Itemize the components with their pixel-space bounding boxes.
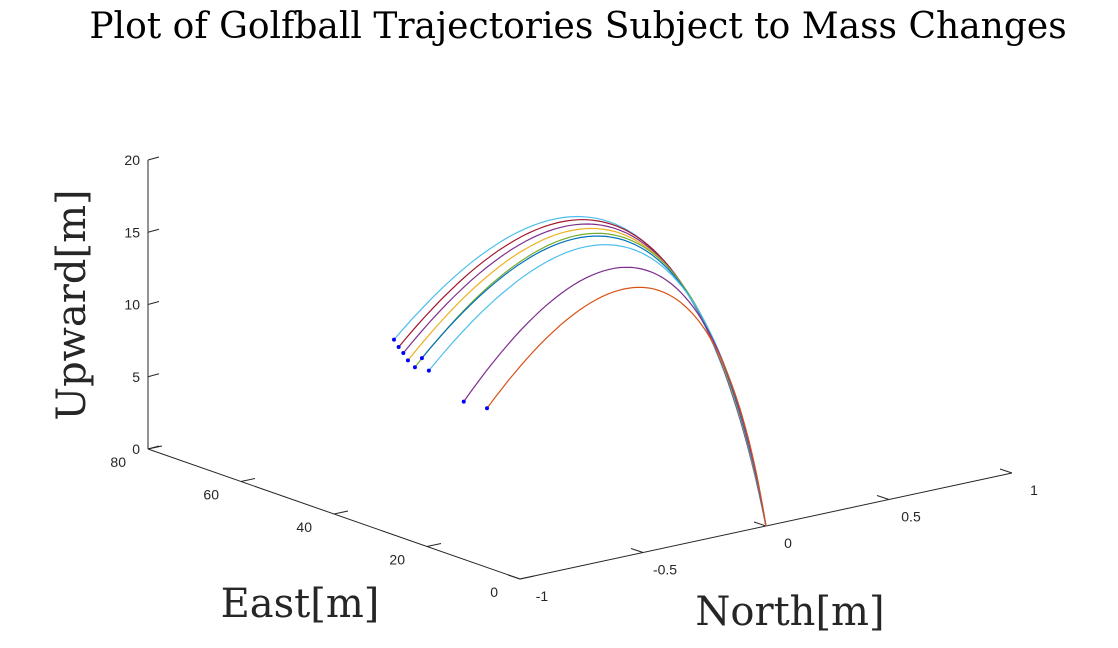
z-axis-label: Upward[m]	[49, 189, 95, 420]
z-tick-mark	[147, 373, 160, 378]
axes	[147, 160, 1013, 580]
trajectory-endpoint-3	[401, 351, 406, 356]
y-tick-label: -0.5	[653, 562, 677, 578]
x-tick-label: 0	[490, 584, 498, 600]
trajectory-endpoint-8	[461, 399, 466, 404]
trajectory-line-3	[402, 223, 767, 527]
chart-title: Plot of Golfball Trajectories Subject to…	[89, 6, 1066, 47]
series-layer	[393, 215, 767, 527]
x-tick-label: 60	[203, 487, 219, 503]
z-tick-mark	[147, 301, 160, 305]
z-tick-mark	[147, 228, 160, 233]
trajectory-endpoint-9	[485, 406, 489, 411]
z-tick-label: 10	[124, 297, 140, 313]
x-tick-mark	[519, 575, 535, 580]
marker-layer	[392, 337, 489, 411]
x-tick-label: 40	[296, 519, 312, 535]
x-tick-label: 80	[110, 454, 126, 470]
y-tick-label: 1	[1030, 482, 1038, 498]
z-tick-label: 20	[124, 152, 140, 168]
x-tick-mark	[426, 543, 442, 547]
trajectory-line-9	[486, 286, 767, 527]
z-tick-mark	[147, 445, 160, 450]
y-axis-label: North[m]	[695, 589, 884, 635]
x-tick-mark	[333, 510, 349, 515]
trajectory-line-2	[398, 219, 767, 527]
y-tick-mark	[630, 548, 644, 553]
trajectory-line-8	[463, 266, 767, 527]
y-tick-label: 0	[784, 535, 792, 551]
trajectory-line-7	[428, 244, 767, 527]
y-tick-label: 0.5	[901, 509, 921, 525]
trajectory-line-5	[414, 232, 767, 527]
trajectory-endpoint-7	[426, 368, 431, 373]
y-tick-label: -1	[536, 588, 549, 604]
y-tick-mark	[753, 521, 767, 527]
x-axis-label: East[m]	[221, 581, 380, 627]
trajectory-line-4	[407, 227, 767, 527]
x-tick-mark	[240, 478, 256, 482]
trajectory-endpoint-1	[392, 337, 396, 342]
z-tick-label: 0	[132, 441, 140, 457]
z-tick-label: 5	[132, 369, 140, 385]
trajectory-endpoint-2	[396, 345, 401, 350]
trajectory-endpoint-4	[405, 358, 410, 363]
trajectory-line-1	[393, 215, 767, 527]
z-tick-label: 15	[124, 224, 140, 240]
y-tick-mark	[876, 495, 890, 500]
trajectory-endpoint-5	[412, 365, 417, 370]
trajectory-endpoint-6	[419, 356, 424, 361]
trajectory-line-6	[421, 235, 767, 527]
z-tick-mark	[147, 156, 160, 161]
y-tick-mark	[999, 468, 1013, 474]
y-tick-mark	[507, 574, 521, 580]
x-tick-label: 20	[389, 552, 405, 568]
